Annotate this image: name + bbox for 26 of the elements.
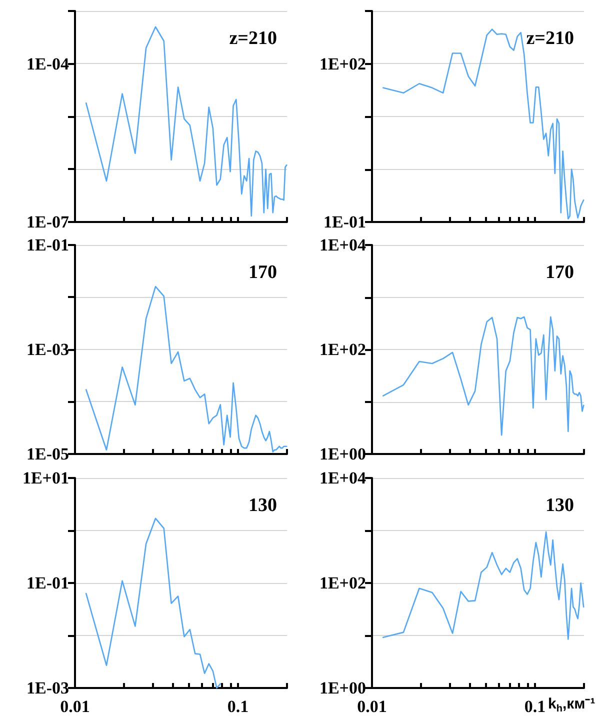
x-tick-label: 0.1 [524, 697, 546, 716]
annotation: z=210 [229, 28, 278, 49]
annotation: 170 [248, 262, 277, 283]
y-tick-label: 1E-03 [26, 340, 69, 359]
y-tick-label: 1E+02 [319, 574, 366, 592]
y-tick-label: 1E-03 [26, 678, 69, 698]
y-tick-label: 1E-07 [26, 212, 70, 232]
y-tick-label: 1E+01 [22, 468, 69, 488]
y-tick-label: 1E+04 [319, 236, 366, 254]
y-tick-label: 1E+00 [319, 678, 366, 698]
x-tick-label: 0.1 [227, 697, 249, 716]
x-tick-label: 0.01 [357, 697, 387, 716]
y-tick-label: 1E-05 [26, 444, 69, 464]
annotation: 130 [546, 495, 574, 516]
annotation: 170 [546, 262, 574, 283]
y-tick-label: 1E+04 [319, 468, 366, 488]
y-tick-label: 1E-04 [26, 54, 70, 74]
y-tick-label: 1E-01 [324, 212, 366, 232]
annotation: z=210 [526, 28, 574, 49]
y-tick-label: 1E+02 [319, 54, 366, 74]
y-tick-label: 1E-01 [26, 236, 69, 254]
x-tick-label: 0.01 [60, 697, 90, 716]
y-tick-label: 1E-01 [26, 574, 69, 592]
annotation: 130 [248, 495, 277, 516]
y-tick-label: 1E+02 [319, 340, 366, 359]
y-tick-label: 1E+00 [319, 444, 366, 464]
